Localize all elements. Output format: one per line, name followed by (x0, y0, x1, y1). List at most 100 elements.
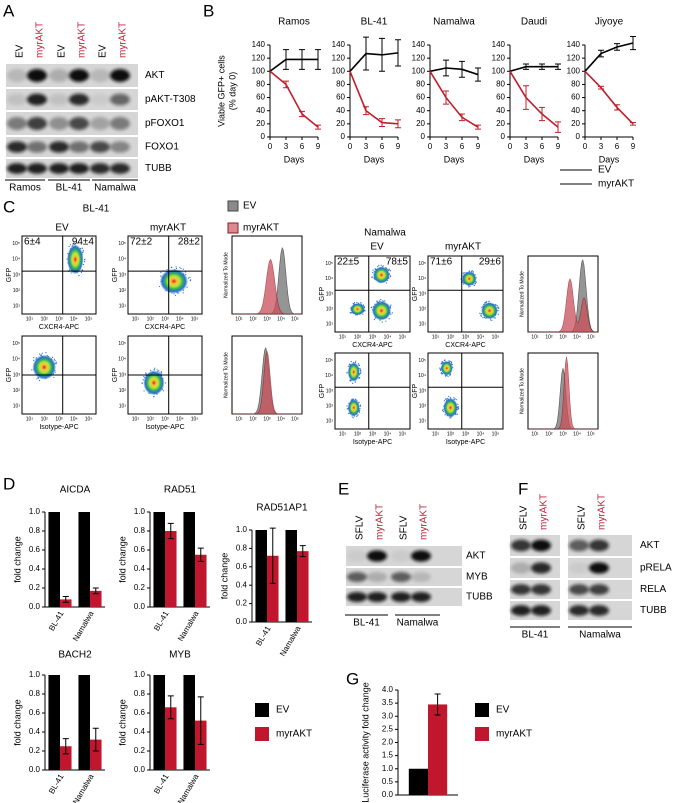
hist-myrakt (232, 258, 302, 315)
y-tick-label: 3.0 (382, 711, 394, 720)
bar (90, 590, 102, 607)
error-bar (539, 106, 545, 122)
error-bar (539, 63, 545, 70)
flow-tick-label: 10⁴ (573, 334, 581, 340)
error-bar (523, 63, 529, 70)
quadrant-value: 6±4 (24, 237, 41, 248)
blot-band (531, 562, 551, 574)
bar (195, 720, 207, 770)
flow-x-label: CXCR4-APC (145, 324, 185, 331)
blot-band (90, 141, 110, 153)
bar (183, 675, 195, 770)
series-line (349, 70, 399, 125)
y-tick-label: 40 (571, 106, 580, 115)
flow-tick-label: 10¹ (119, 304, 127, 310)
error-bar (197, 547, 204, 562)
blot-band (7, 117, 27, 130)
flow-tick-label: 10² (13, 388, 21, 394)
y-tick-label: 40 (416, 106, 425, 115)
x-tick-label: 9 (556, 142, 561, 151)
protein-label: pFOXO1 (145, 118, 185, 129)
flow-tick-label: 10¹ (339, 431, 347, 437)
flow-tick-label: 10³ (263, 316, 271, 322)
flow-event (451, 362, 453, 364)
error-bar (395, 119, 401, 129)
flow-tick-label: 10³ (263, 416, 271, 422)
flow-event (38, 353, 41, 355)
blot-band (90, 117, 110, 130)
hist-myrakt (528, 356, 598, 430)
error-bar (379, 37, 385, 72)
flow-event (53, 358, 56, 360)
y-axis-label: fold change (117, 699, 127, 746)
x-tick-label: 9 (396, 142, 401, 151)
blot-band (531, 539, 551, 552)
flow-event (143, 375, 145, 378)
blot-band (569, 584, 589, 595)
flow-event (153, 396, 155, 398)
flow-tick-label: 10¹ (235, 416, 243, 422)
y-tick-label: 0.0 (29, 765, 41, 774)
flow-tick-label: 10⁵ (118, 241, 126, 247)
x-tick-label: BL-41 (47, 772, 66, 795)
flow-tick-label: 10⁴ (70, 316, 78, 322)
flow-event (389, 270, 392, 272)
flow-tick-label: 10² (13, 288, 21, 294)
legend-label: EV (598, 165, 612, 176)
error-bar (197, 696, 204, 745)
flow-event (77, 242, 79, 244)
lane-label: SFLV (399, 515, 410, 540)
error-bar (614, 43, 620, 51)
y-tick-label: 0.0 (236, 617, 248, 626)
flow-event (371, 276, 373, 278)
flow-tick-label: 10⁵ (325, 358, 333, 364)
error-bar (614, 104, 620, 111)
flow-event (372, 272, 374, 274)
flow-event (454, 398, 456, 400)
flow-tick-label: 10¹ (119, 404, 127, 410)
y-tick-label: 0.2 (236, 599, 248, 608)
y-tick-label: 20 (256, 119, 265, 128)
flow-density (347, 399, 360, 417)
flow-event (390, 304, 392, 306)
y-tick-label: 0.0 (29, 602, 41, 611)
flow-tick-label: 10³ (326, 291, 334, 297)
flow-tick-label: 10⁵ (492, 431, 500, 437)
flow-density (66, 244, 84, 275)
flow-density (350, 303, 365, 316)
flow-y-label: GFP (112, 267, 119, 282)
blot-band (569, 562, 589, 574)
flow-tick-label: 10¹ (326, 322, 334, 328)
quadrant-value: 78±5 (386, 257, 409, 268)
flow-event (347, 365, 350, 367)
y-tick-label: 120 (252, 53, 266, 62)
series-line (584, 70, 634, 125)
y-tick-label: 100 (252, 66, 266, 75)
flow-event (358, 401, 360, 403)
blot-band (27, 117, 47, 130)
flow-event (143, 390, 145, 392)
legend-label: myrAKT (243, 223, 279, 234)
flow-x-label: Isotype-APC (446, 439, 485, 446)
x-tick-label: BL-41 (254, 624, 273, 647)
y-tick-label: 60 (496, 93, 505, 102)
flow-density (373, 266, 390, 284)
legend-swatch (475, 727, 489, 741)
error-bar (434, 693, 441, 716)
bar (428, 704, 448, 795)
blot-band (90, 69, 110, 82)
flow-event (158, 285, 161, 288)
error-bar (299, 49, 305, 70)
flow-event (480, 314, 482, 316)
bar (78, 675, 90, 770)
flow-event (468, 286, 470, 288)
flow-event (346, 372, 348, 374)
y-axis-label: fold change (219, 553, 229, 600)
flow-event (73, 242, 75, 244)
flow-tick-label: 10⁵ (85, 416, 93, 422)
lane-label: myrAKT (597, 494, 608, 530)
y-tick-label: 0.4 (29, 727, 41, 736)
flow-tick-label: 10¹ (432, 334, 440, 340)
legend-label: EV (243, 201, 257, 212)
y-tick-label: 0.2 (29, 746, 41, 755)
